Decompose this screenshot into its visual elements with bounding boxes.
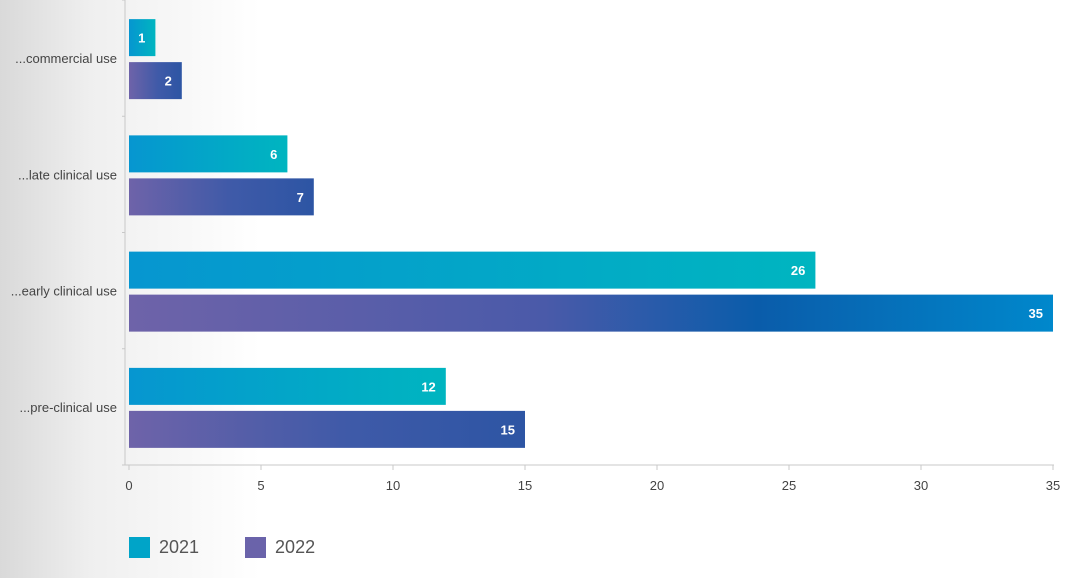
legend-label-2021: 2021 bbox=[159, 537, 200, 557]
data-label: 1 bbox=[138, 31, 145, 46]
x-tick-label: 10 bbox=[386, 478, 400, 493]
x-tick-label: 30 bbox=[914, 478, 928, 493]
data-label: 12 bbox=[421, 379, 435, 394]
data-label: 7 bbox=[297, 190, 304, 205]
legend-swatch-2021 bbox=[129, 537, 150, 558]
data-label: 15 bbox=[501, 422, 515, 437]
category-label: ...pre-clinical use bbox=[19, 400, 117, 415]
bar-2022-0 bbox=[129, 62, 182, 100]
labels: 0 5 10 15 20 25 30 35...commercial use12...late… bbox=[11, 31, 1060, 493]
x-tick-label: 15 bbox=[518, 478, 532, 493]
axes bbox=[122, 0, 1054, 470]
data-label: 6 bbox=[270, 147, 277, 162]
bar-2021-3 bbox=[129, 367, 446, 405]
legend-label-2022: 2022 bbox=[275, 537, 316, 557]
bar-2021-2 bbox=[129, 251, 816, 289]
bar-2022-2 bbox=[129, 294, 1053, 332]
bar-2022-1 bbox=[129, 178, 314, 216]
category-label: ...late clinical use bbox=[18, 167, 117, 182]
data-label: 26 bbox=[791, 263, 805, 278]
data-label: 2 bbox=[165, 74, 172, 89]
legend-swatch-2022 bbox=[245, 537, 267, 558]
bars bbox=[129, 19, 1053, 448]
x-tick-label: 25 bbox=[782, 478, 796, 493]
x-tick-label: 20 bbox=[650, 478, 664, 493]
x-tick-label: 0 bbox=[125, 478, 132, 493]
bar-2021-0 bbox=[129, 19, 156, 57]
legend-item-2021: 2021 bbox=[129, 537, 199, 558]
legend: 2021 2022 bbox=[129, 537, 315, 558]
bar-2021-1 bbox=[129, 135, 288, 173]
bar-2022-3 bbox=[129, 410, 525, 448]
x-tick-label: 5 bbox=[257, 478, 264, 493]
data-label: 35 bbox=[1029, 306, 1043, 321]
legend-item-2022: 2022 bbox=[245, 537, 315, 558]
category-label: ...commercial use bbox=[15, 51, 117, 66]
x-tick-label: 35 bbox=[1046, 478, 1060, 493]
category-label: ...early clinical use bbox=[11, 284, 117, 299]
